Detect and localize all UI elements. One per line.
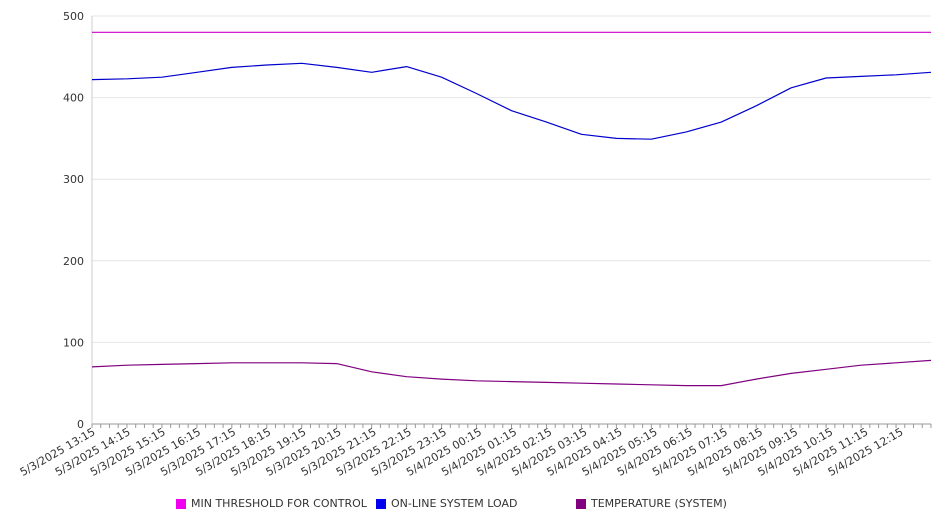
y-tick-label: 0 (77, 418, 84, 431)
legend-swatch-min-threshold (176, 498, 186, 509)
y-tick-labels: 0 100 200 300 400 500 (63, 10, 84, 431)
y-tick-label: 300 (63, 173, 84, 186)
y-tick-label: 100 (63, 336, 84, 349)
legend-swatch-system-load (376, 498, 386, 509)
y-tick-label: 200 (63, 255, 84, 268)
series-line-2 (91, 62, 932, 140)
series-line-3 (91, 359, 932, 387)
legend-swatch-temperature (576, 498, 586, 509)
axes (91, 16, 932, 428)
y-tick-label: 400 (63, 92, 84, 105)
chart-legend: MIN THRESHOLD FOR CONTROL ON-LINE SYSTEM… (0, 497, 946, 515)
legend-label-system-load: ON-LINE SYSTEM LOAD (391, 497, 518, 510)
series-lines (91, 31, 932, 387)
legend-item-system-load[interactable]: ON-LINE SYSTEM LOAD (376, 497, 517, 510)
legend-item-temperature[interactable]: TEMPERATURE (SYSTEM) (576, 497, 727, 510)
legend-item-min-threshold[interactable]: MIN THRESHOLD FOR CONTROL (176, 497, 367, 510)
y-tick-label: 500 (63, 10, 84, 23)
grid-lines (92, 15, 931, 343)
legend-label-min-threshold: MIN THRESHOLD FOR CONTROL (191, 497, 367, 510)
legend-label-temperature: TEMPERATURE (SYSTEM) (591, 497, 727, 510)
x-tick-labels: 5/3/2025 13:155/3/2025 14:155/3/2025 15:… (18, 425, 906, 479)
